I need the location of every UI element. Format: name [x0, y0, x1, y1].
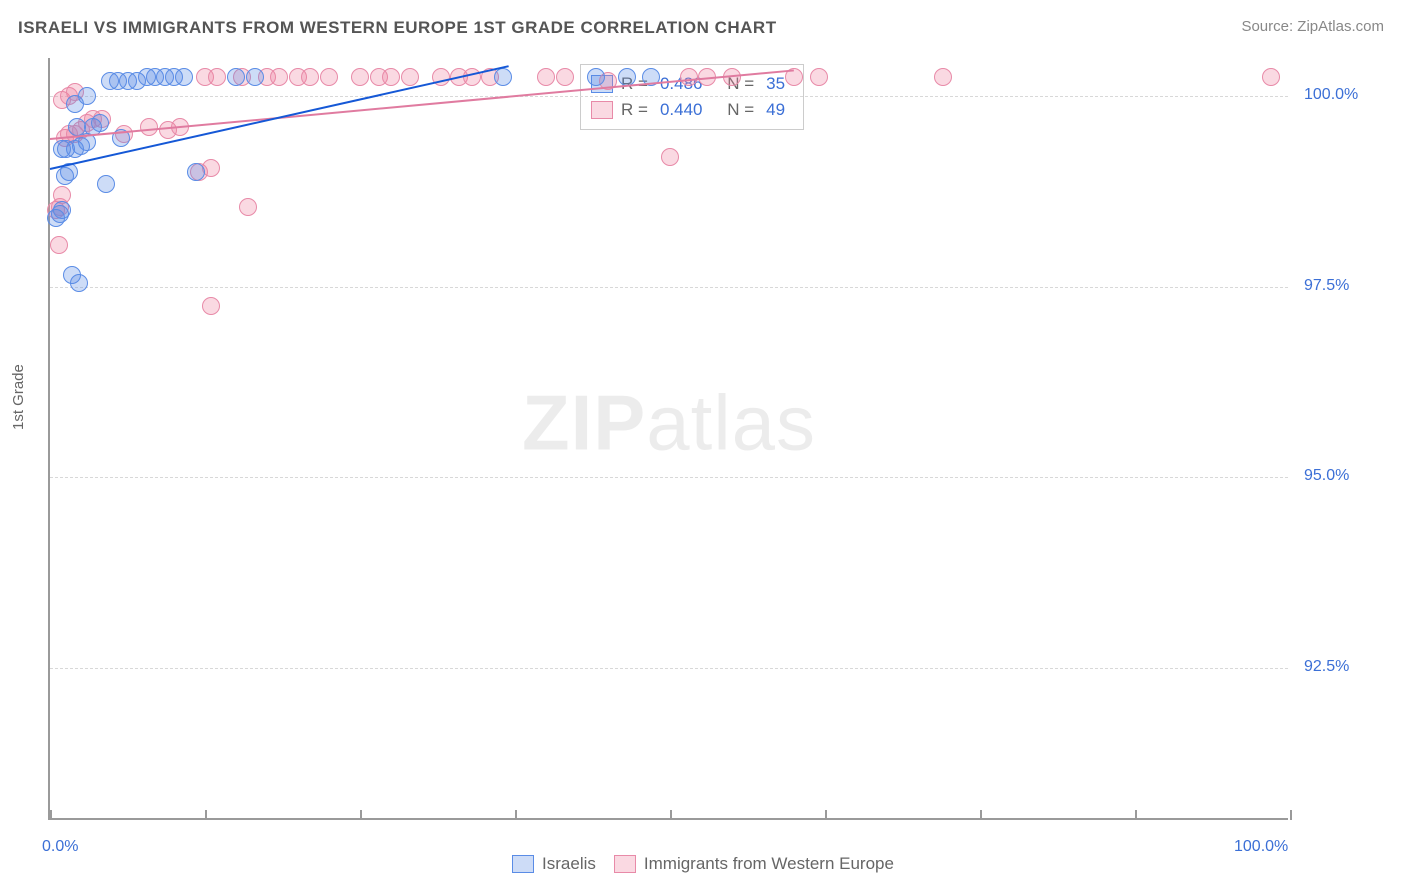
- watermark-bold: ZIP: [522, 378, 646, 466]
- scatter-point-b: [50, 236, 68, 254]
- scatter-point-b: [463, 68, 481, 86]
- series-legend-item-a: Israelis: [512, 854, 596, 874]
- y-tick-label: 97.5%: [1304, 277, 1349, 295]
- scatter-point-b: [301, 68, 319, 86]
- scatter-point-a: [246, 68, 264, 86]
- watermark-light: atlas: [646, 378, 816, 466]
- x-tick-mark: [515, 810, 517, 820]
- y-tick-label: 92.5%: [1304, 658, 1349, 676]
- scatter-point-b: [351, 68, 369, 86]
- legend-r-value-b: 0.440: [660, 97, 703, 123]
- x-tick-mark: [1290, 810, 1292, 820]
- legend-swatch-b: [591, 101, 613, 119]
- legend-row-b: R = 0.440 N = 49: [591, 97, 789, 123]
- scatter-plot-area: ZIPatlas R = 0.486 N = 35 R = 0.440 N = …: [48, 58, 1288, 820]
- scatter-point-b: [661, 148, 679, 166]
- scatter-point-b: [401, 68, 419, 86]
- series-label-b: Immigrants from Western Europe: [644, 854, 894, 874]
- scatter-point-a: [494, 68, 512, 86]
- scatter-point-a: [587, 68, 605, 86]
- scatter-point-a: [175, 68, 193, 86]
- scatter-point-b: [382, 68, 400, 86]
- scatter-point-b: [680, 68, 698, 86]
- series-label-a: Israelis: [542, 854, 596, 874]
- series-swatch-a: [512, 855, 534, 873]
- x-tick-mark: [1135, 810, 1137, 820]
- scatter-point-b: [202, 297, 220, 315]
- legend-n-value-b: 49: [766, 97, 785, 123]
- chart-title: ISRAELI VS IMMIGRANTS FROM WESTERN EUROP…: [18, 18, 777, 38]
- scatter-point-b: [270, 68, 288, 86]
- y-tick-label: 100.0%: [1304, 86, 1358, 104]
- scatter-point-b: [320, 68, 338, 86]
- scatter-point-a: [227, 68, 245, 86]
- scatter-point-b: [537, 68, 555, 86]
- series-legend: Israelis Immigrants from Western Europe: [0, 854, 1406, 874]
- series-swatch-b: [614, 855, 636, 873]
- x-tick-mark: [50, 810, 52, 820]
- scatter-point-a: [97, 175, 115, 193]
- watermark: ZIPatlas: [522, 377, 816, 468]
- scatter-point-a: [91, 114, 109, 132]
- y-axis-label: 1st Grade: [10, 364, 27, 430]
- scatter-point-b: [1262, 68, 1280, 86]
- x-tick-mark: [205, 810, 207, 820]
- x-tick-label: 100.0%: [1234, 838, 1288, 856]
- scatter-point-b: [140, 118, 158, 136]
- x-tick-mark: [670, 810, 672, 820]
- series-legend-item-b: Immigrants from Western Europe: [614, 854, 894, 874]
- scatter-point-a: [187, 163, 205, 181]
- gridline: [50, 477, 1288, 478]
- x-tick-mark: [980, 810, 982, 820]
- gridline: [50, 668, 1288, 669]
- x-tick-mark: [825, 810, 827, 820]
- legend-n-label-b: N =: [727, 97, 754, 123]
- scatter-point-b: [208, 68, 226, 86]
- x-tick-label: 0.0%: [42, 838, 78, 856]
- scatter-point-a: [70, 274, 88, 292]
- x-tick-mark: [360, 810, 362, 820]
- scatter-point-a: [53, 201, 71, 219]
- scatter-point-a: [78, 87, 96, 105]
- scatter-point-b: [810, 68, 828, 86]
- y-tick-label: 95.0%: [1304, 467, 1349, 485]
- legend-n-value-a: 35: [766, 71, 785, 97]
- legend-r-label-b: R =: [621, 97, 648, 123]
- scatter-point-b: [239, 198, 257, 216]
- gridline: [50, 96, 1288, 97]
- source-attribution: Source: ZipAtlas.com: [1241, 18, 1384, 35]
- gridline: [50, 287, 1288, 288]
- scatter-point-b: [556, 68, 574, 86]
- scatter-point-b: [934, 68, 952, 86]
